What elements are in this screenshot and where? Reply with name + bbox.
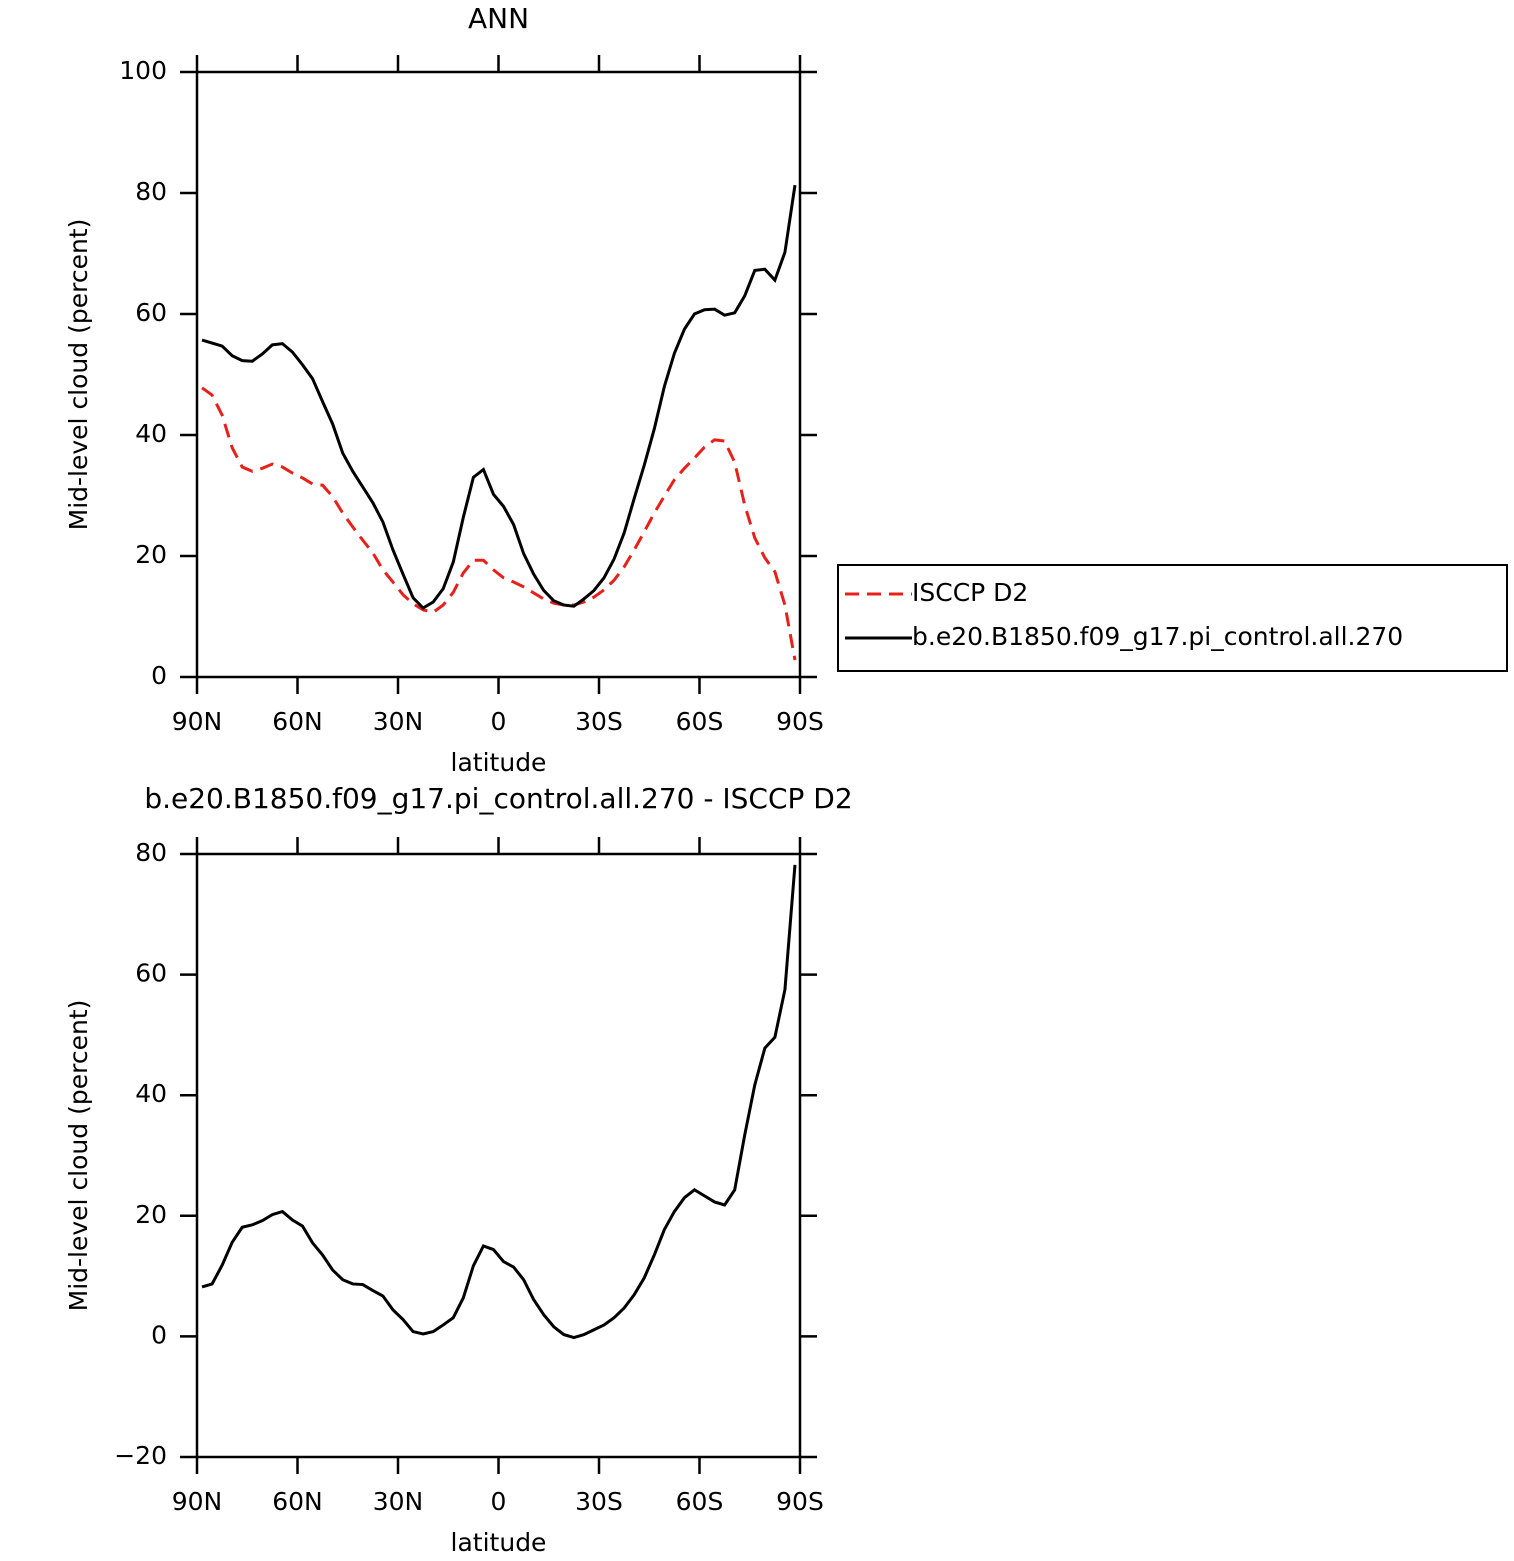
x-axis-label: latitude	[451, 1528, 547, 1557]
legend-label: ISCCP D2	[912, 578, 1028, 607]
x-tick-label: 0	[491, 1487, 507, 1516]
y-tick-label: 40	[135, 419, 167, 448]
x-tick-label: 30S	[575, 1487, 623, 1516]
y-tick-label: 60	[135, 298, 167, 327]
x-tick-label: 90N	[172, 707, 223, 736]
chart: b.e20.B1850.f09_g17.pi_control.all.270 -…	[64, 782, 853, 1557]
plot-frame	[195, 852, 802, 1459]
x-tick-label: 90S	[776, 1487, 824, 1516]
x-axis-label: latitude	[451, 748, 547, 777]
data-line	[201, 386, 797, 661]
y-axis-label: Mid-level cloud (percent)	[64, 1000, 93, 1312]
y-tick-label: 80	[135, 838, 167, 867]
x-tick-label: 60N	[272, 707, 323, 736]
x-tick-label: 30N	[373, 1487, 424, 1516]
y-tick-label: 40	[135, 1079, 167, 1108]
legend-label: b.e20.B1850.f09_g17.pi_control.all.270	[912, 622, 1403, 651]
chart: ANN 0 20 40 60 80 100 90N 60N 30N 0 30S 60S 90S latitu…	[64, 2, 1508, 777]
y-tick-label: 0	[151, 661, 167, 690]
chart-title: ANN	[468, 2, 529, 35]
x-tick-label: 90S	[776, 707, 824, 736]
y-tick-label: 20	[135, 540, 167, 569]
x-tick-label: 30S	[575, 707, 623, 736]
x-tick-label: 0	[491, 707, 507, 736]
y-axis-label: Mid-level cloud (percent)	[64, 219, 93, 531]
x-tick-label: 60S	[676, 707, 724, 736]
x-tick-label: 60S	[676, 1487, 724, 1516]
y-tick-label: 20	[135, 1200, 167, 1229]
y-tick-label: 0	[151, 1320, 167, 1349]
plot-frame	[195, 70, 802, 679]
legend: ISCCP D2 b.e20.B1850.f09_g17.pi_control.a…	[837, 564, 1508, 672]
x-tick-label: 30N	[373, 707, 424, 736]
y-tick-label: 60	[135, 959, 167, 988]
x-tick-label: 90N	[172, 1487, 223, 1516]
y-tick-label: −20	[114, 1441, 167, 1470]
y-tick-label: 100	[119, 56, 167, 85]
legend-box	[837, 564, 1508, 672]
chart-title: b.e20.B1850.f09_g17.pi_control.all.270 -…	[144, 782, 852, 815]
data-line	[201, 864, 797, 1340]
data-line	[201, 184, 797, 610]
y-tick-label: 80	[135, 177, 167, 206]
x-tick-label: 60N	[272, 1487, 323, 1516]
